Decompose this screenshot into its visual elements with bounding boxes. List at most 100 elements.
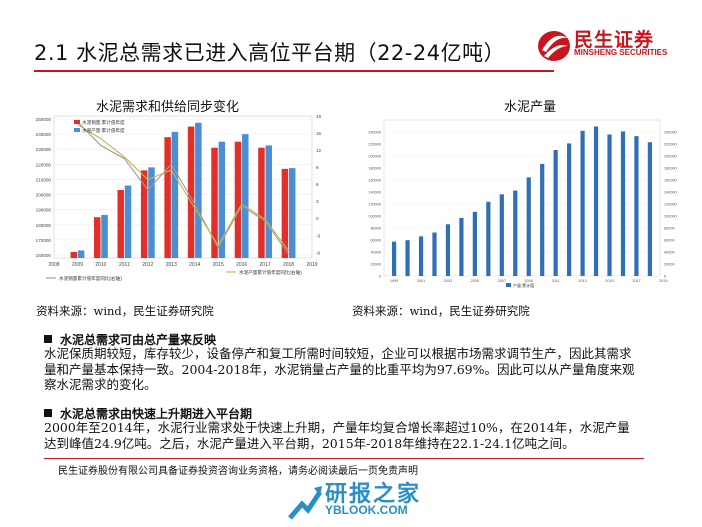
bar-output [124,185,132,258]
bar-output [418,236,424,276]
y-tick-label: 20000 [370,263,381,267]
bullet-1: 水泥总需求可由总产量来反映 [44,331,216,348]
x-tick-label: 2017 [260,262,271,268]
y-tick-label: 250000 [36,117,52,122]
x-tick-label: 2007 [498,279,506,283]
logo-text-en: MINSHENG SECURITIES [574,48,668,57]
title-underline [34,70,554,72]
y-tick-label: 140000 [368,191,381,195]
x-tick-label: 2019 [306,262,317,268]
x-tick-label: 2014 [189,262,200,268]
bar-output [607,134,612,276]
bar-output [499,194,504,276]
x-tick-label: 2009 [72,262,83,268]
bar-sales [234,141,242,258]
y2-tick-label: 20000 [664,263,675,267]
bullet-1-text: 水泥总需求可由总产量来反映 [60,333,217,347]
footer-rule [44,458,644,459]
page-title: 2.1 水泥总需求已进入高位平台期（22-24亿吨） [34,41,506,65]
bar-output [553,150,558,276]
minsheng-logo-icon [538,31,570,61]
y-tick-label: 210000 [36,177,52,182]
bullet-square-icon [44,409,52,417]
y-tick-label: 190000 [36,208,52,213]
bar-output [472,211,477,276]
paragraph-2: 2000年至2014年，水泥行业需求处于快速上升期，产量年均复合增长率超过10%… [44,420,630,451]
x-tick-label: 1999 [390,279,398,283]
y2-tick-label: 18 [316,114,322,119]
bullet-2: 水泥总需求由快速上升期进入平台期 [44,405,252,422]
x-tick-label: 2016 [236,262,247,268]
bar-output [486,201,491,276]
bullet-2-text: 水泥总需求由快速上升期进入平台期 [60,407,253,421]
x-tick-label: 2015 [213,262,224,268]
line-output-yoy [77,124,289,251]
line-sales-yoy [77,121,289,255]
x-tick-label: 2019 [659,279,667,283]
y2-tick-label: 9 [316,165,319,170]
y2-tick-label: 220000 [664,143,677,147]
y2-tick-label: 0 [664,275,666,279]
right-chart-title: 水泥产量 [504,100,557,115]
logo-text-cn: 民生证券 [574,29,655,51]
bar-sales [164,137,171,258]
y-tick-label: 40000 [370,251,381,255]
cement-output-chart: 0 0 20000 20000 40000 40000 60000 60000 80000 800… [368,119,677,288]
bar-output [288,168,296,258]
y-tick-label: 120000 [368,203,381,207]
x-tick-label: 2018 [283,262,294,268]
y-tick-label: 180000 [368,167,381,171]
y2-tick-label: 60000 [664,239,675,243]
y2-tick-label: 3 [316,199,319,204]
x-tick-label: 2017 [632,279,640,283]
y2-tick-label: 6 [316,182,319,187]
x-tick-label: 2013 [578,279,586,283]
x-tick-label: 2015 [605,279,613,283]
bar-sales [211,147,218,258]
y-tick-label: 220000 [36,162,52,167]
bar-output [540,163,545,276]
bar-output [513,190,518,276]
x-tick-label: 2011 [552,279,560,283]
y-tick-label: 160000 [36,253,52,258]
y-tick-label: 100000 [368,215,381,219]
bar-output [195,122,202,258]
legend-output: 产量:累计值 [513,282,534,288]
y-tick-label: 200000 [368,155,381,159]
watermark-logo-icon [288,486,322,520]
y2-tick-label: 12 [316,148,322,153]
legend-swatch-output [506,283,511,287]
x-tick-label: 2009 [525,279,533,283]
bar-output [567,143,572,276]
y2-tick-label: 140000 [664,191,677,195]
legend-sales-yoy: 水泥销量累计值年度同比(右轴) [59,275,122,282]
bar-sales [281,168,289,258]
watermark-text-en: YBLOOK.COM [325,503,408,517]
y2-tick-label: 200000 [664,155,677,159]
bar-output [445,224,451,276]
y2-tick-label: 120000 [664,203,677,207]
bar-output [171,131,179,258]
bar-sales [94,217,101,258]
legend-swatch-output [74,128,80,132]
bar-output [101,214,108,258]
x-tick-label: 2005 [471,279,479,283]
y2-tick-label: 15 [316,131,322,136]
y-tick-label: 0 [379,275,381,279]
x-tick-label: 2001 [417,279,425,283]
y-tick-label: 230000 [36,147,52,152]
legend-output: 水泥产量:累计值年度 [82,127,125,134]
bar-output [265,145,272,258]
y-tick-label: 80000 [370,227,381,231]
y-tick-label: 240000 [368,131,381,135]
bar-output [526,177,531,276]
y-tick-label: 180000 [36,223,52,228]
paragraph-1: 水泥保质期较短，库存较少，设备停产和复工所需时间较短，企业可以根据市场需求调节生… [44,346,635,392]
legend-sales: 水泥销量:累计值年度 [82,119,125,126]
plot-frame [383,119,661,277]
bar-output [242,134,249,258]
x-tick-label: 2011 [119,262,130,268]
source-right: 资料来源：wind，民生证券研究院 [352,304,530,318]
bar-output [218,141,226,258]
bar-output [148,167,155,258]
